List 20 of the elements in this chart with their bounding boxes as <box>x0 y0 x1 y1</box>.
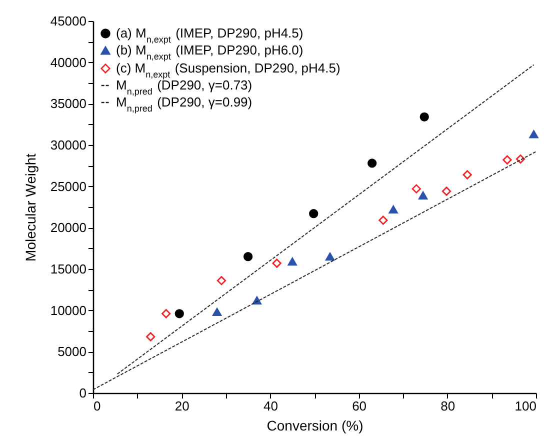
x-tick-label: 100 <box>514 398 536 414</box>
y-tick-label: 0 <box>79 386 86 400</box>
x-tick-label: 20 <box>174 398 190 414</box>
y-axis-title: Molecular Weight <box>22 153 38 262</box>
x-tick-label: 60 <box>352 398 367 414</box>
x-tick-label: 80 <box>440 398 456 414</box>
y-tick-label: 5000 <box>58 344 86 360</box>
y-tick-label: 40000 <box>50 54 86 70</box>
y-tick-label: 45000 <box>50 14 86 28</box>
y-tick-label: 20000 <box>50 220 86 236</box>
legend-label: (c) M$_{n,expt}$ (Suspension, DP290, pH4.5) <box>116 60 340 80</box>
x-axis-title: Conversion (%) <box>266 418 364 434</box>
x-tick-label: 0 <box>94 398 101 414</box>
y-tick-label: 15000 <box>50 262 86 276</box>
y-tick-label: 25000 <box>50 178 86 194</box>
legend-label: (a) M$_{n,expt}$ (IMEP, DP290, pH4.5) <box>116 26 304 44</box>
y-tick-label: 10000 <box>50 302 86 318</box>
y-tick-label: 35000 <box>50 96 86 112</box>
y-tick-label: 30000 <box>50 138 86 152</box>
x-tick-label: 40 <box>263 398 278 414</box>
